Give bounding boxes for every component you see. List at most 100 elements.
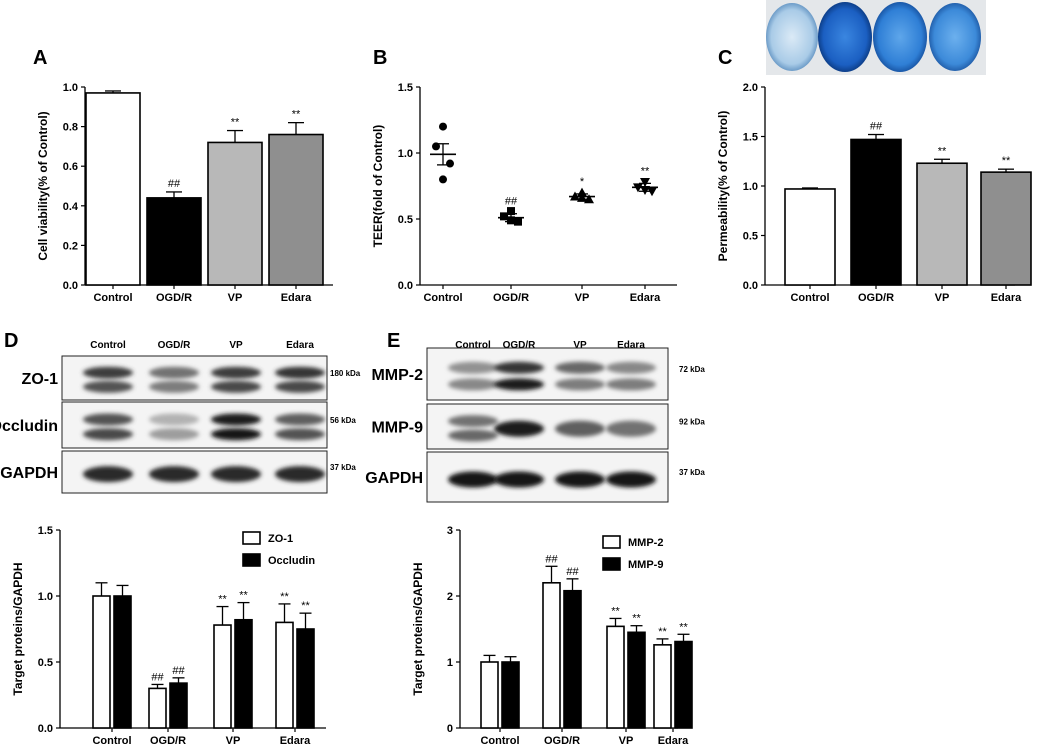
- protein-band: [149, 466, 199, 483]
- molecular-weight-label: 37 kDa: [330, 463, 356, 472]
- bar: [627, 631, 646, 729]
- x-tick-label: Control: [480, 735, 519, 747]
- chart-a: 0.0 0.2 0.4 0.6 0.8 1.0 Control OGD/R VP Edara Cel…: [36, 82, 333, 304]
- protein-band: [211, 366, 261, 379]
- x-tick-label: VP: [619, 735, 634, 747]
- significance-label: ##: [151, 671, 164, 683]
- x-tick-label: Control: [92, 735, 131, 747]
- protein-band: [275, 366, 325, 379]
- significance-label: **: [679, 621, 688, 633]
- blot-row-label: MMP-9: [371, 420, 423, 437]
- significance-label: *: [580, 176, 585, 188]
- y-tick-label: 3: [447, 525, 453, 537]
- significance-label: ##: [566, 566, 579, 578]
- protein-band: [448, 361, 498, 374]
- protein-band: [494, 420, 544, 437]
- panel-label-e: E: [387, 330, 400, 352]
- y-tick-label: 1.5: [398, 82, 413, 94]
- significance-label: **: [239, 590, 248, 602]
- data-point: [647, 187, 657, 197]
- protein-band: [149, 366, 199, 379]
- significance-label: ##: [172, 665, 185, 677]
- western-blot-e: Control OGD/R VP Edara MMP-2 72 kDa MMP-9 92 kD…: [365, 340, 705, 503]
- protein-band: [555, 471, 605, 488]
- lane-label: OGD/R: [503, 340, 537, 351]
- legend-swatch: [602, 557, 621, 571]
- lane-label: OGD/R: [158, 340, 192, 351]
- protein-band: [275, 380, 325, 393]
- data-point: [640, 178, 650, 188]
- y-tick-label: 0.5: [743, 231, 758, 243]
- y-tick-label: 1.0: [743, 181, 758, 193]
- significance-label: **: [938, 145, 947, 157]
- blot-row-label: GAPDH: [0, 465, 58, 482]
- significance-label: ##: [870, 121, 883, 133]
- bar: [268, 133, 324, 286]
- protein-band: [211, 413, 261, 426]
- bar: [501, 661, 520, 729]
- bar: [850, 138, 902, 286]
- protein-band: [555, 420, 605, 437]
- bar: [784, 188, 836, 286]
- protein-band: [275, 413, 325, 426]
- significance-label: **: [280, 591, 289, 603]
- x-tick-label: OGD/R: [156, 292, 192, 304]
- protein-band: [448, 471, 498, 488]
- blot-row-label: GAPDH: [365, 470, 423, 487]
- bar: [563, 589, 582, 729]
- data-point: [439, 175, 447, 184]
- legend-label: Occludin: [268, 555, 315, 567]
- bar: [653, 644, 672, 729]
- y-tick-label: 0.2: [63, 240, 78, 252]
- x-tick-label: OGD/R: [544, 735, 580, 747]
- significance-label: **: [231, 117, 240, 129]
- charts-layer: 0.0 0.2 0.4 0.6 0.8 1.0 Control OGD/R VP Edara Cel…: [11, 82, 1032, 747]
- protein-band: [555, 361, 605, 374]
- panel-label-a: A: [33, 47, 47, 69]
- data-point: [439, 122, 447, 131]
- chart-b: 0.0 0.5 1.0 1.5 Control OGD/R VP Edara TEER(fold…: [371, 82, 677, 304]
- protein-band: [211, 428, 261, 441]
- protein-band: [149, 428, 199, 441]
- chart-d: 0.0 0.5 1.0 1.5 Control OGD/R VP Edara Target pr…: [11, 525, 326, 747]
- protein-band: [275, 428, 325, 441]
- legend-label: MMP-9: [628, 559, 663, 571]
- bar: [674, 640, 693, 729]
- bar: [916, 162, 968, 286]
- bar: [480, 661, 499, 729]
- blot-row: GAPDH 37 kDa: [0, 450, 356, 494]
- bar: [113, 595, 132, 729]
- bar: [213, 624, 232, 729]
- y-tick-label: 0: [447, 723, 453, 735]
- significance-label: ##: [168, 178, 181, 190]
- blots-layer: Control OGD/R VP Edara ZO-1 180 kDa Occludin 56…: [0, 340, 705, 503]
- lane-label: VP: [229, 340, 243, 351]
- y-tick-label: 0.8: [63, 122, 78, 134]
- blot-row: Occludin 56 kDa: [0, 401, 356, 449]
- significance-label: **: [611, 605, 620, 617]
- protein-band: [83, 366, 133, 379]
- protein-band: [83, 413, 133, 426]
- x-tick-label: OGD/R: [493, 292, 529, 304]
- bar: [296, 628, 315, 729]
- y-axis-label: Target proteins/GAPDH: [411, 562, 425, 695]
- western-blot-d: Control OGD/R VP Edara ZO-1 180 kDa Occludin 56…: [0, 340, 361, 494]
- significance-label: **: [658, 626, 667, 638]
- y-axis-label: Cell viability(% of Control): [36, 111, 50, 260]
- blot-row: ZO-1 180 kDa: [22, 355, 361, 401]
- protein-band: [494, 361, 544, 374]
- data-point: [500, 212, 508, 221]
- data-point: [584, 194, 594, 204]
- y-tick-label: 1.5: [743, 132, 758, 144]
- significance-label: **: [641, 165, 650, 177]
- y-tick-label: 0.5: [38, 657, 53, 669]
- panel-label-d: D: [4, 330, 18, 352]
- bar: [980, 171, 1032, 286]
- protein-band: [606, 378, 656, 391]
- significance-label: ##: [505, 196, 518, 208]
- protein-band: [211, 380, 261, 393]
- bar: [275, 621, 294, 729]
- panel-label-c: C: [718, 47, 732, 69]
- lane-label: Edara: [286, 340, 314, 351]
- bar: [606, 625, 625, 729]
